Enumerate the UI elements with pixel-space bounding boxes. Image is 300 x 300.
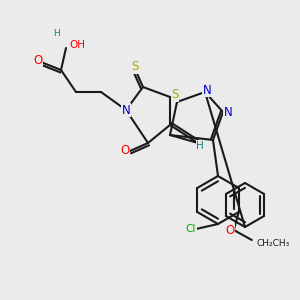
Text: H: H <box>52 29 59 38</box>
Text: H: H <box>196 141 204 151</box>
Text: O: O <box>33 55 43 68</box>
Text: N: N <box>224 106 232 118</box>
Text: O: O <box>120 145 130 158</box>
Text: S: S <box>131 61 139 74</box>
Text: OH: OH <box>69 40 85 50</box>
Text: CH₂CH₃: CH₂CH₃ <box>257 238 290 247</box>
Text: Cl: Cl <box>186 224 196 234</box>
Text: N: N <box>202 83 211 97</box>
Text: N: N <box>122 103 130 116</box>
Text: S: S <box>171 88 179 101</box>
Text: O: O <box>225 224 234 236</box>
